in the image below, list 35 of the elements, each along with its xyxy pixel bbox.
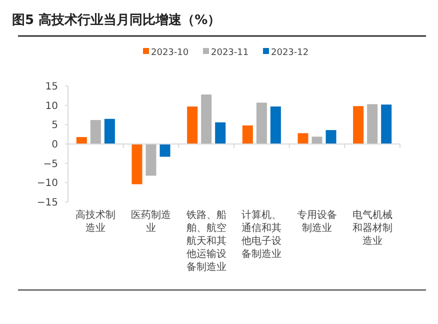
- bar: [76, 137, 87, 144]
- chart-title: 图5 高技术行业当月同比增速（%）: [12, 12, 221, 28]
- bar: [215, 122, 226, 144]
- x-tick-label: 电气机械和器材制造业: [352, 209, 392, 247]
- x-tick-label: 高技术制造业: [76, 209, 116, 234]
- x-tick-label: 医药制造业: [131, 209, 171, 234]
- legend-label: 2023-10: [151, 48, 189, 58]
- y-tick-label: −5: [43, 158, 58, 170]
- legend-label: 2023-11: [211, 48, 249, 58]
- y-tick-label: 0: [52, 140, 58, 150]
- bar: [353, 106, 364, 144]
- y-tick-label: 5: [52, 120, 58, 132]
- bar: [381, 104, 392, 144]
- bar: [367, 104, 378, 144]
- bar: [270, 106, 281, 144]
- x-tick-label: 专用设备制造业: [297, 209, 337, 234]
- bar: [187, 106, 198, 144]
- bar: [90, 120, 101, 144]
- x-tick-label: 铁路、船舶、航空航天和其他运输设备制造业: [185, 209, 226, 273]
- bar: [160, 144, 170, 157]
- y-tick-label: −15: [36, 198, 58, 208]
- bar: [326, 130, 336, 144]
- bar: [312, 136, 322, 144]
- bar: [104, 118, 115, 144]
- bar: [132, 144, 142, 184]
- bar: [298, 133, 308, 144]
- bar: [242, 125, 253, 144]
- bar: [256, 102, 267, 144]
- legend-label: 2023-12: [271, 48, 309, 58]
- bar: [146, 144, 156, 176]
- bar: [201, 94, 212, 144]
- x-tick-label: 计算机、通信和其他电子设备制造业: [242, 209, 282, 260]
- y-tick-label: 15: [45, 82, 58, 92]
- y-tick-label: 10: [45, 100, 58, 112]
- y-tick-label: −10: [36, 178, 58, 190]
